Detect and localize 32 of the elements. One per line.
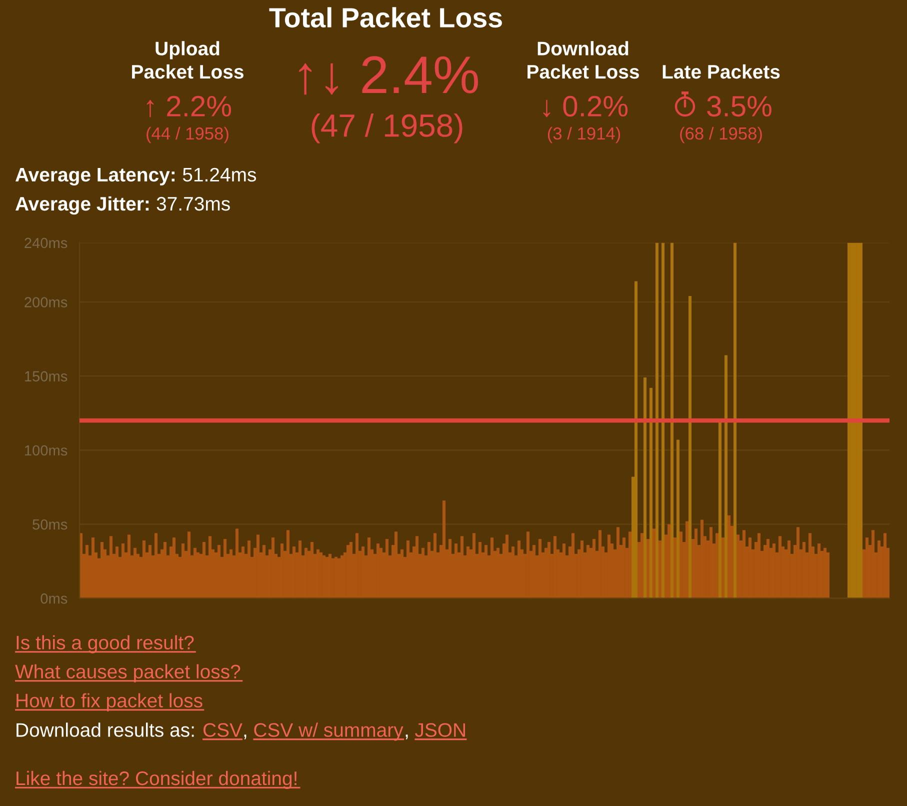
y-tick-label: 50ms [32, 519, 68, 530]
text: What causes packet loss? [15, 664, 240, 682]
text: , [244, 734, 246, 740]
text: (47 / 1958) [312, 113, 462, 144]
text: (44 / 1958) [146, 126, 228, 144]
text: Upload Packet Loss [132, 41, 244, 79]
text: ↑ 2.2% [146, 96, 232, 118]
text: Is this a good result? [16, 635, 194, 654]
text: ↑↓ 2.4% [299, 56, 478, 95]
text: (68 / 1958) [680, 126, 762, 144]
text: ↓ 0.2% [543, 96, 628, 118]
y-tick-label: 200ms [24, 297, 68, 308]
text: (3 / 1914) [548, 126, 620, 144]
text: CSV [204, 723, 242, 737]
y-tick-label: 100ms [25, 445, 68, 456]
y-tick-label: 0ms [40, 593, 68, 604]
text: Total Packet Loss [269, 7, 502, 28]
text: Average Jitter: [15, 196, 149, 215]
text: 51.24ms [182, 168, 256, 182]
text: Late Packets [662, 64, 780, 79]
text: Download Packet Loss [528, 41, 639, 79]
text: CSV w/ summary [254, 722, 404, 741]
text: JSON [415, 723, 465, 737]
text: How to fix packet loss [16, 693, 202, 712]
y-tick-label: 240ms [24, 238, 68, 248]
text: 37.73ms [156, 196, 230, 211]
text: Download results as: [16, 722, 194, 737]
y-tick-label: 150ms [25, 371, 68, 382]
text: 3.5% [707, 96, 772, 117]
text: , [406, 734, 408, 740]
text: Like the site? Consider donating! [16, 770, 296, 790]
text: Average Latency: [15, 168, 175, 186]
